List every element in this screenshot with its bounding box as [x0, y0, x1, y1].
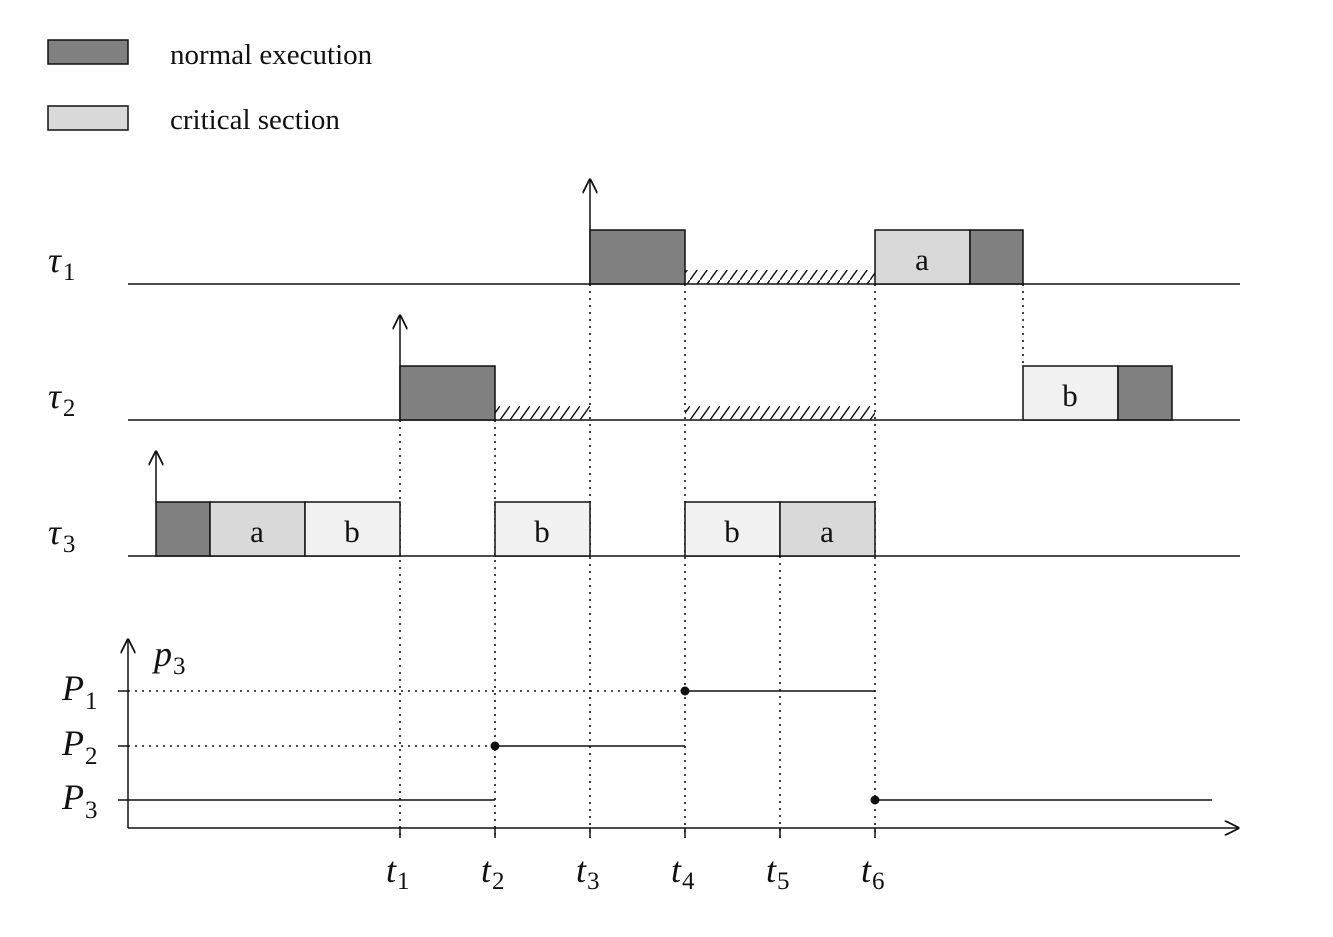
time-label-t6: t6: [861, 850, 885, 895]
priority-point-t4: [680, 686, 690, 696]
tau2-critical-b: [1022, 365, 1119, 421]
priority-point-t2: [490, 741, 500, 751]
tau3-critical-a-1-label: a: [250, 514, 264, 549]
time-label-t2: t2: [481, 850, 505, 895]
tau3-critical-b-1-label: b: [344, 514, 360, 549]
tau3-normal-block: [155, 501, 211, 557]
tau3-critical-b-3-label: b: [724, 514, 740, 549]
priority-point-t6: [870, 795, 880, 805]
tau3-critical-b-2-label: b: [534, 514, 550, 549]
tau2-normal-block-2: [1117, 365, 1173, 421]
time-guides: [399, 284, 1024, 838]
priority-plot: p3 P1 P2 P3 t1 t2 t3 t4 t5 t6: [61, 634, 1238, 895]
tau1-critical-a: [874, 229, 971, 285]
tau3-critical-a-1: [209, 501, 306, 557]
level-label-p2: P2: [61, 723, 98, 770]
tau2-critical-b-label: b: [1062, 378, 1078, 413]
tau3-critical-a-2: [779, 501, 876, 557]
time-label-t4: t4: [671, 850, 695, 895]
tau1-normal-block-1: [589, 229, 686, 285]
tau1-blocked-hatch: [685, 270, 875, 284]
legend-normal-swatch: [47, 39, 129, 65]
legend-critical-swatch: [47, 105, 129, 131]
legend-normal-label: normal execution: [170, 39, 373, 71]
task-label-tau1: τ1: [48, 240, 75, 286]
tau3-critical-b-1: [304, 501, 401, 557]
task-label-tau3: τ3: [48, 512, 75, 558]
tau3-critical-b-2: [494, 501, 591, 557]
time-label-t1: t1: [386, 850, 410, 895]
level-label-p1: P1: [61, 668, 98, 715]
task-row-tau2: τ2 b: [48, 316, 1240, 422]
tau2-normal-block-1: [399, 365, 496, 421]
tau1-normal-block-2: [969, 229, 1024, 285]
time-label-t3: t3: [576, 850, 600, 895]
tau2-blocked-hatch-2: [685, 406, 875, 420]
level-label-p3: P3: [61, 777, 98, 824]
legend: normal execution critical section: [47, 39, 373, 136]
tau3-critical-a-2-label: a: [820, 514, 834, 549]
tau2-blocked-hatch-1: [495, 406, 590, 420]
task-label-tau2: τ2: [48, 376, 75, 422]
tau1-critical-a-label: a: [915, 242, 929, 277]
task-row-tau3: τ3 a b b b a: [48, 452, 1240, 558]
time-label-t5: t5: [766, 850, 790, 895]
legend-critical-label: critical section: [170, 104, 340, 136]
task-row-tau1: τ1 a: [48, 180, 1240, 286]
priority-axis-label: p3: [151, 634, 186, 680]
